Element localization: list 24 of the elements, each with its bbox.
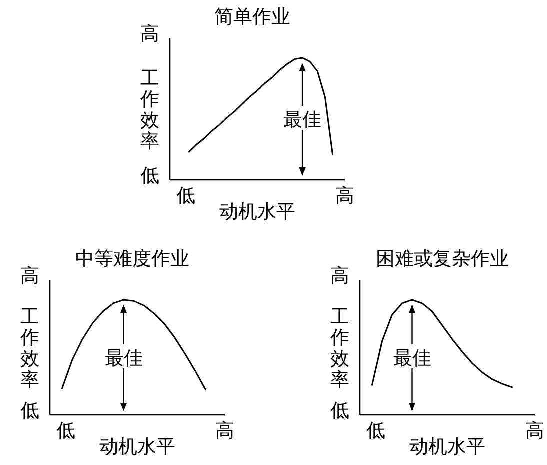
text: 低 bbox=[20, 400, 40, 422]
text: 低 bbox=[176, 185, 196, 207]
annotation: 最佳 bbox=[393, 348, 432, 370]
text: 低 bbox=[366, 420, 386, 442]
text: 高 bbox=[140, 23, 160, 45]
text: 低 bbox=[140, 165, 160, 187]
text: 高 bbox=[526, 420, 544, 442]
x-axis-title: 动机水平 bbox=[100, 436, 176, 458]
annotation: 最佳 bbox=[284, 109, 322, 131]
text: 高 bbox=[20, 265, 40, 287]
chart-title: 中等难度作业 bbox=[76, 248, 190, 270]
chart-title: 困难或复杂作业 bbox=[376, 248, 509, 270]
annotation: 最佳 bbox=[104, 348, 143, 370]
x-axis-title: 动机水平 bbox=[410, 436, 486, 458]
x-axis-title: 动机水平 bbox=[220, 201, 296, 223]
text: 高 bbox=[336, 185, 354, 207]
y-axis-title: 工作效率 bbox=[330, 306, 350, 391]
text: 高 bbox=[330, 265, 350, 287]
text: 低 bbox=[56, 420, 76, 442]
y-axis-title: 工作效率 bbox=[140, 68, 160, 152]
y-axis-title: 工作效率 bbox=[20, 306, 40, 391]
text: 高 bbox=[216, 420, 234, 442]
chart-title: 简单作业 bbox=[214, 6, 290, 28]
text: 低 bbox=[330, 400, 350, 422]
